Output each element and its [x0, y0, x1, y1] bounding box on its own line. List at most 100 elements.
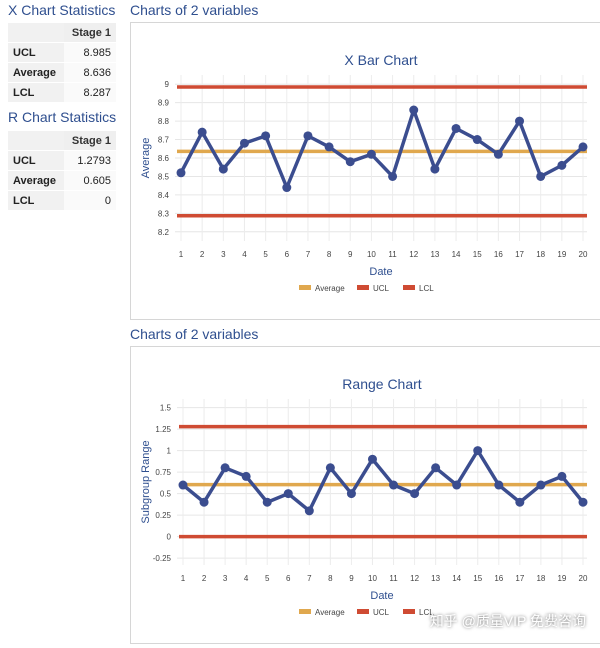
x-tick-label: 13 [430, 250, 439, 259]
x-tick-label: 14 [452, 250, 461, 259]
data-point [410, 489, 420, 499]
y-tick-label: 0.25 [155, 511, 171, 520]
data-point [451, 123, 461, 133]
data-point [557, 471, 567, 481]
x-chart-statistics-title: X Chart Statistics [8, 2, 116, 18]
range-chart-panel: Range Chart -0.25 0 0.25 0.5 0.75 1 1.25 1.5 1 2 3 4… [130, 346, 600, 644]
data-point [409, 105, 419, 115]
x-tick-label: 13 [431, 574, 440, 583]
x-tick-label: 18 [536, 574, 545, 583]
data-point [578, 142, 588, 152]
data-point [494, 480, 504, 490]
y-tick-label: 0.75 [155, 468, 171, 477]
y-tick-label: 1.25 [155, 425, 171, 434]
x-tick-label: 6 [285, 250, 290, 259]
data-point [304, 506, 314, 516]
stat-label: LCL [8, 82, 65, 102]
data-point [178, 480, 188, 490]
legend-label: UCL [373, 284, 390, 293]
stat-value: 0.605 [64, 170, 116, 191]
data-point [536, 480, 546, 490]
legend-label: Average [315, 608, 345, 617]
data-point [324, 142, 334, 152]
x-tick-label: 3 [223, 574, 228, 583]
data-point [176, 168, 186, 178]
data-point [515, 116, 525, 126]
watermark: 知乎 @质量VIP 免费咨询 [429, 613, 586, 629]
data-point [431, 463, 441, 473]
data-point [261, 131, 271, 141]
x-tick-label: 2 [200, 250, 205, 259]
x-tick-label: 7 [307, 574, 312, 583]
x-tick-label: 20 [579, 250, 588, 259]
y-tick-label: 8.2 [158, 228, 170, 237]
data-point [430, 164, 440, 174]
x-tick-label: 6 [286, 574, 291, 583]
r-chart-statistics-title: R Chart Statistics [8, 109, 117, 125]
x-tick-label: 15 [473, 574, 482, 583]
x-tick-label: 16 [494, 574, 503, 583]
data-point [389, 480, 399, 490]
y-tick-label: 8.3 [158, 209, 170, 218]
x-tick-label: 18 [536, 250, 545, 259]
stat-label: UCL [8, 42, 65, 63]
data-point [241, 471, 251, 481]
y-tick-label: -0.25 [153, 554, 172, 563]
stat-value: 0 [64, 190, 116, 210]
data-point [367, 454, 377, 464]
legend-label: UCL [373, 608, 390, 617]
stat-label: UCL [8, 150, 65, 171]
y-tick-label: 0.5 [160, 490, 172, 499]
x-tick-label: 9 [348, 250, 353, 259]
x-tick-label: 19 [557, 250, 566, 259]
data-point [345, 157, 355, 167]
stage-header: Stage 1 [64, 130, 116, 151]
stat-label: Average [8, 62, 65, 83]
legend-swatch [299, 285, 311, 290]
x-tick-label: 8 [327, 250, 332, 259]
x-tick-label: 11 [388, 250, 397, 259]
stat-value: 8.636 [64, 62, 116, 83]
x-bar-chart-panel: X Bar Chart 8.2 8.3 8.4 8.5 8.6 8.7 8.8 8.9 9 1 2 3 4… [130, 22, 600, 320]
legend-swatch [357, 609, 369, 614]
data-point [473, 446, 483, 456]
x-tick-label: 17 [515, 574, 524, 583]
data-point [557, 160, 567, 170]
x-axis-label: Date [370, 590, 393, 602]
stage-header: Stage 1 [64, 22, 116, 43]
y-tick-label: 8.4 [158, 191, 170, 200]
stat-value: 1.2793 [64, 150, 116, 171]
data-point [282, 183, 292, 193]
data-point [220, 463, 230, 473]
chart-title: X Bar Chart [344, 52, 417, 68]
data-point [366, 149, 376, 159]
x-tick-label: 1 [181, 574, 186, 583]
data-point [283, 489, 293, 499]
data-point [346, 489, 356, 499]
legend-swatch [403, 285, 415, 290]
x-tick-label: 4 [244, 574, 249, 583]
data-point [262, 497, 272, 507]
y-tick-label: 8.6 [158, 154, 170, 163]
x-tick-label: 2 [202, 574, 207, 583]
x-tick-label: 5 [263, 250, 268, 259]
legend-label: LCL [419, 608, 434, 617]
charts-header: Charts of 2 variables [130, 326, 259, 342]
data-point [197, 127, 207, 137]
y-tick-label: 1 [167, 447, 172, 456]
data-point [388, 171, 398, 181]
x-tick-label: 3 [221, 250, 226, 259]
data-point [199, 497, 209, 507]
stat-label: LCL [8, 190, 65, 210]
x-tick-label: 16 [494, 250, 503, 259]
x-tick-label: 4 [242, 250, 247, 259]
data-point [239, 138, 249, 148]
stat-label: Average [8, 170, 65, 191]
x-tick-label: 7 [306, 250, 311, 259]
legend-swatch [299, 609, 311, 614]
x-tick-label: 15 [473, 250, 482, 259]
x-tick-label: 19 [557, 574, 566, 583]
series-line [181, 448, 585, 513]
